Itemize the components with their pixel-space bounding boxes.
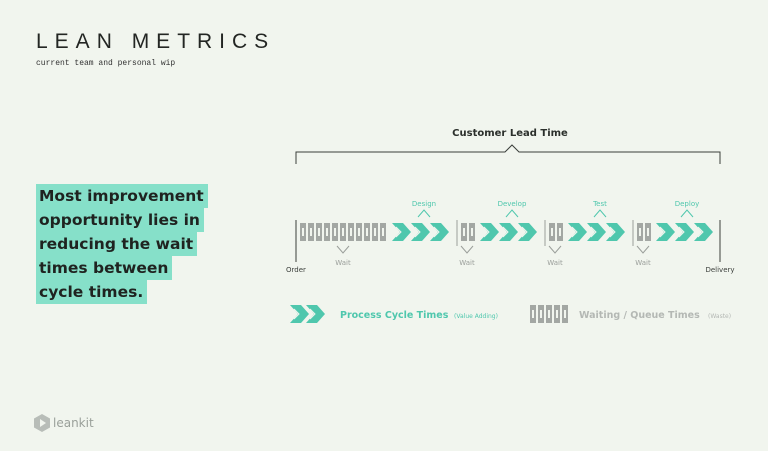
wait-segment-3 (549, 223, 563, 241)
callout-line-4: times between (36, 256, 173, 280)
process-segment-design (391, 222, 450, 242)
order-label: Order (286, 266, 306, 274)
legend-wait-label: Waiting / Queue Times (579, 310, 700, 321)
process-segment-deploy (655, 222, 714, 242)
wait-segment-2 (461, 223, 475, 241)
legend-process-swatch (289, 304, 326, 324)
callout-text: Most improvement opportunity lies in red… (36, 184, 236, 304)
brand-name: leankit (53, 416, 94, 430)
lead-time-label: Customer Lead Time (452, 128, 568, 139)
stage-label-design: Design (412, 200, 436, 208)
wait-caret (548, 245, 562, 254)
legend-process-label: Process Cycle Times (340, 310, 449, 321)
wait-label: Wait (547, 259, 563, 267)
wait-caret (636, 245, 650, 254)
stage-label-test: Test (592, 200, 607, 208)
legend-wait-note: (Waste) (708, 313, 731, 320)
wait-caret (336, 245, 350, 254)
wait-label: Wait (635, 259, 651, 267)
wait-segment-4 (637, 223, 651, 241)
callout-line-5: cycle times. (36, 280, 148, 304)
stage-caret-deploy (680, 209, 694, 218)
legend-wait-swatch (530, 305, 568, 323)
lead-time-bracket (295, 144, 721, 164)
wait-label: Wait (459, 259, 475, 267)
stage-caret-develop (505, 209, 519, 218)
callout-line-1: Most improvement (36, 184, 208, 208)
wait-label: Wait (335, 259, 351, 267)
wait-caret (460, 245, 474, 254)
page-title: LEAN METRICS (36, 30, 276, 53)
stage-label-develop: Develop (498, 200, 527, 208)
leankit-logo-icon (34, 414, 50, 432)
brand-logo: leankit (34, 414, 94, 432)
process-segment-develop (479, 222, 538, 242)
callout-line-3: reducing the wait (36, 232, 198, 256)
process-segment-test (567, 222, 626, 242)
stage-caret-design (417, 209, 431, 218)
legend-process-note: (Value Adding) (454, 313, 498, 320)
wait-segment-1 (300, 223, 386, 241)
delivery-label: Delivery (705, 266, 734, 274)
stage-caret-test (593, 209, 607, 218)
stage-label-deploy: Deploy (675, 200, 700, 208)
callout-line-2: opportunity lies in (36, 208, 204, 232)
page-subtitle: current team and personal wip (36, 59, 176, 68)
